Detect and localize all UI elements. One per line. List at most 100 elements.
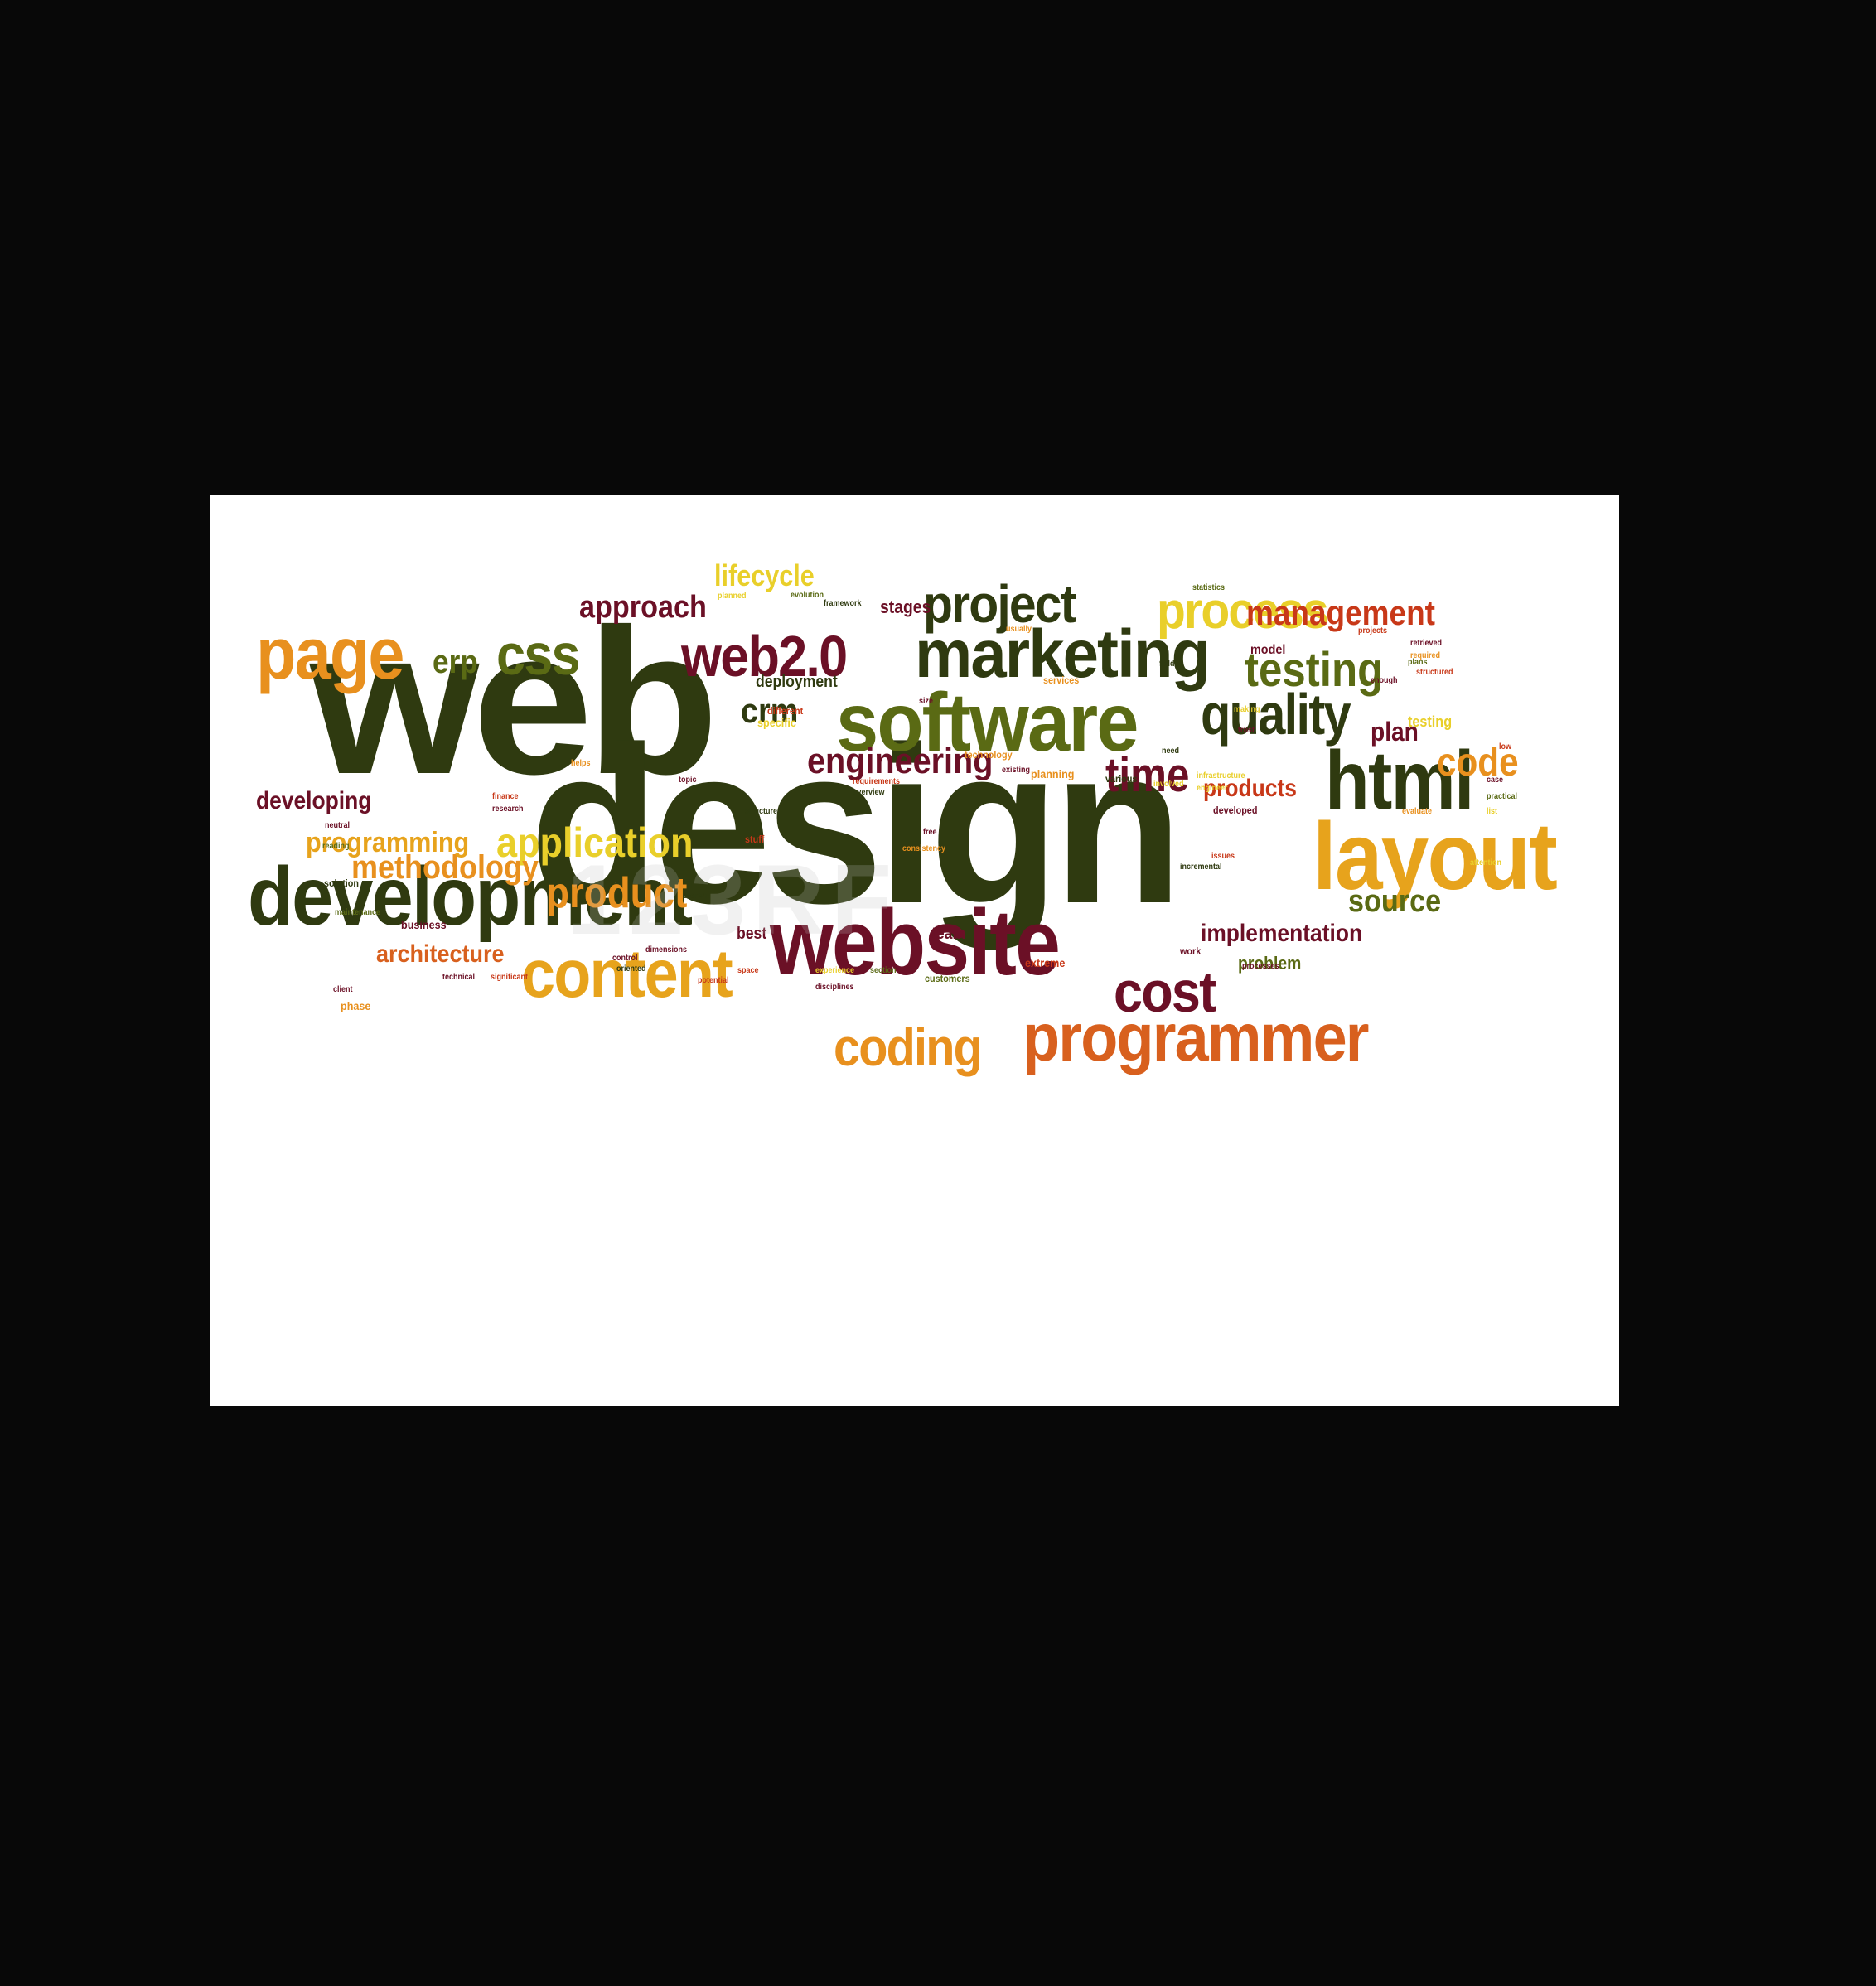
cloud-word-10: page [256,612,404,694]
cloud-word-104: list [1487,807,1498,816]
cloud-word-109: plans [1408,658,1428,667]
cloud-word-101: issues [1211,852,1235,861]
cloud-word-69: retrieved [1410,639,1443,648]
cloud-word-39: deployment [756,673,838,691]
cloud-word-74: topic [679,776,697,785]
cloud-word-66: section [870,966,897,975]
cloud-word-68: structured [1416,668,1453,677]
cloud-word-78: reading [322,842,350,851]
cloud-word-56: involved [1153,780,1184,789]
cloud-word-21: management [1246,593,1435,632]
cloud-word-30: crm [741,691,799,730]
cloud-word-92: stuff [745,834,765,845]
cloud-word-45: planning [1031,767,1075,780]
cloud-word-36: plan [1371,717,1419,747]
cloud-word-55: evolution [791,591,824,600]
cloud-word-37: problem [1238,953,1302,974]
cloud-word-15: css [496,622,581,687]
cloud-word-65: experience [815,966,855,975]
cloud-word-83: space [737,966,759,975]
cloud-word-60: phase [341,999,371,1012]
cloud-word-34: developing [256,787,372,814]
cloud-word-50: extreme [1025,956,1066,969]
cloud-word-26: source [1348,884,1442,919]
cloud-word-33: architecture [376,940,505,968]
cloud-word-32: implementation [1201,920,1363,947]
cloud-word-81: consistency [902,844,946,853]
cloud-word-77: neutral [325,821,351,830]
cloud-word-48: different [767,705,804,717]
cloud-word-27: approach [579,590,707,625]
cloud-word-71: enough [1371,676,1398,685]
cloud-word-90: projects [1358,626,1388,635]
cloud-word-97: technology [965,749,1013,761]
cloud-word-17: coding [834,1017,983,1077]
cloud-word-47: specific [757,716,796,729]
cloud-word-86: control [612,954,638,963]
cloud-word-18: testing [1245,643,1384,697]
cloud-word-41: best [737,925,767,943]
cloud-word-79: existing [1002,766,1031,775]
cloud-word-67: disciplines [815,983,854,992]
cloud-word-6: layout [1313,804,1558,910]
cloud-word-89: usually [1006,625,1032,634]
word-cloud-card: web design development website marketing soft… [210,495,1619,1406]
cloud-word-25: methodology [351,849,539,886]
cloud-word-87: planned [718,592,747,601]
cloud-word-94: case [1487,776,1504,785]
cloud-word-59: technical [442,973,476,982]
cloud-word-105: fields [1159,660,1179,669]
cloud-word-75: research [492,805,524,814]
cloud-word-53: services [1043,674,1080,686]
cloud-word-96: infrastructure [1197,771,1245,780]
cloud-word-7: html [1325,734,1474,827]
cloud-word-52: customers [925,973,970,984]
cloud-word-57: incremental [1180,863,1222,872]
cloud-word-62: client [333,985,353,994]
cloud-word-43: model [1250,643,1286,657]
cloud-word-16: cost [1114,959,1216,1024]
cloud-word-4: marketing [915,616,1211,692]
cloud-word-99: need [1162,747,1180,756]
cloud-word-64: potential [698,976,729,985]
cloud-word-14: quality [1201,682,1351,747]
cloud-word-11: web2.0 [681,624,848,689]
cloud-word-85: oriented [616,964,646,974]
cloud-word-91: engineer [1197,784,1228,793]
cloud-word-40: team [931,925,966,943]
cloud-word-84: helps [571,759,591,768]
cloud-word-0: web [310,586,719,817]
cloud-word-22: engineering [807,741,994,781]
cloud-word-70: required [1410,651,1441,660]
cloud-word-20: code [1437,741,1519,785]
cloud-word-98: processes [1242,962,1279,971]
cloud-word-49: solution [324,877,360,889]
cloud-word-72: practical [1487,792,1518,801]
cloud-word-2: development [248,850,693,943]
cloud-word-82: dimensions [645,945,688,954]
cloud-word-88: attention [1470,858,1501,867]
cloud-word-80: statistics [1192,583,1226,592]
cloud-word-12: project [923,574,1076,634]
cloud-word-95: free [923,828,937,837]
cloud-word-63: maintenance [335,908,381,917]
cloud-word-73: work [1180,945,1202,957]
cloud-word-54: framework [824,599,862,608]
cloud-word-61: significant [491,973,529,982]
cloud-word-35: products [1203,775,1297,802]
cloud-word-31: erp [433,644,478,680]
cloud-word-23: product [546,869,688,917]
cloud-word-8: content [521,936,733,1012]
cloud-word-102: structure [745,807,778,816]
cloud-word-9: programmer [1023,1000,1370,1075]
cloud-word-1: design [529,701,1183,950]
cloud-word-24: application [496,819,694,866]
cloud-word-100: evaluate [1402,807,1433,816]
cloud-word-110: overview [853,788,885,797]
cloud-word-107: size [919,697,934,706]
cloud-word-3: website [770,891,1061,994]
cloud-word-44: testing [1408,713,1453,730]
cloud-word-103: trust [1238,726,1255,735]
cloud-word-38: stages [880,597,931,617]
cloud-word-29: programming [306,827,470,858]
